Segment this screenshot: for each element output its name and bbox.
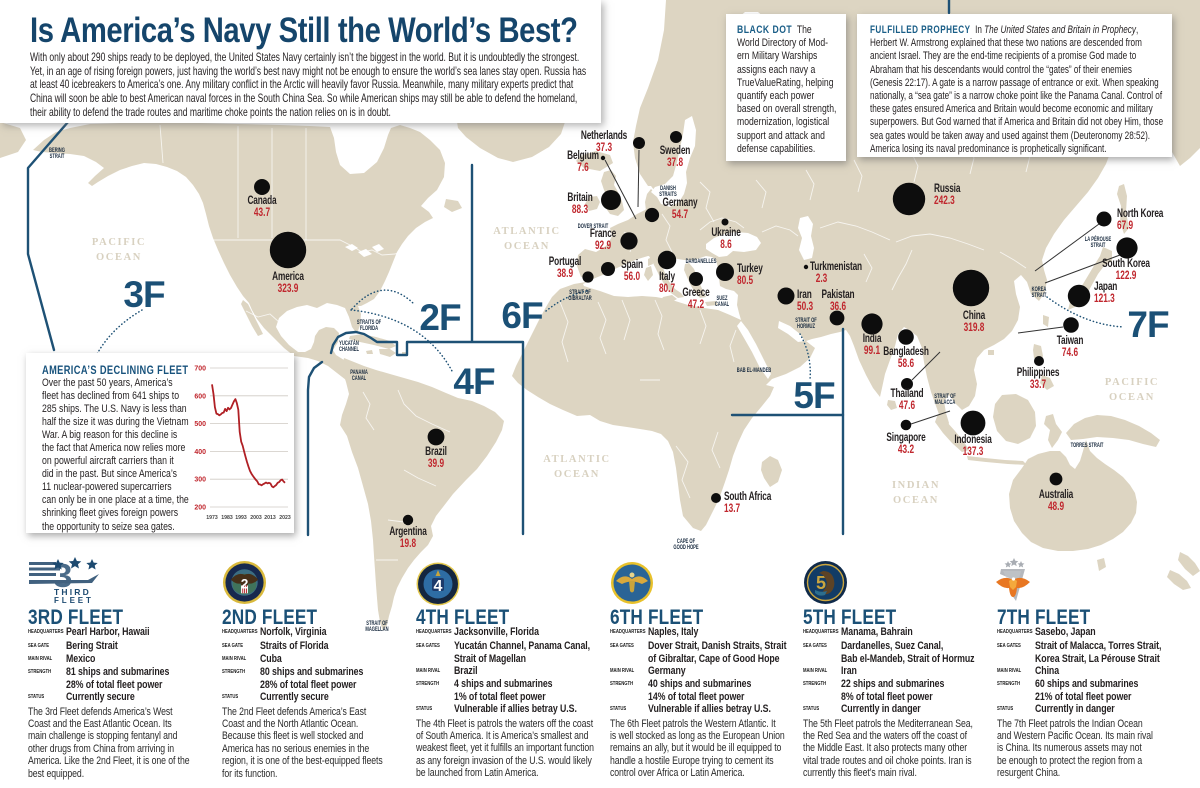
svg-text:5: 5 xyxy=(816,573,826,593)
svg-text:4: 4 xyxy=(434,578,443,595)
svg-text:THIRD: THIRD xyxy=(54,587,91,597)
svg-text:2: 2 xyxy=(241,576,249,591)
svg-text:FLEET: FLEET xyxy=(54,596,94,604)
